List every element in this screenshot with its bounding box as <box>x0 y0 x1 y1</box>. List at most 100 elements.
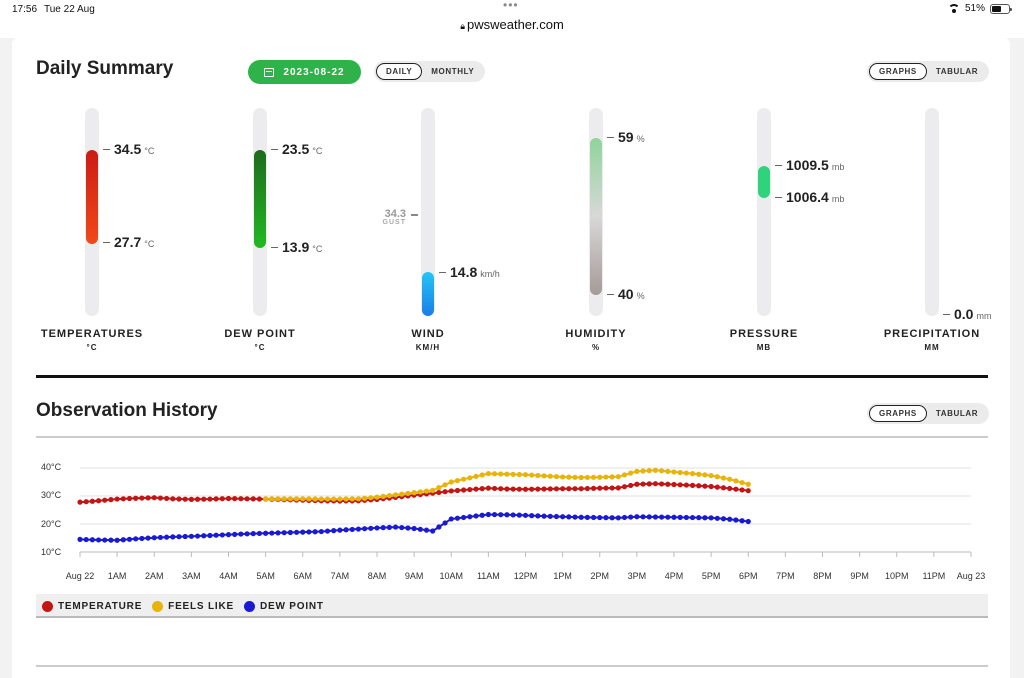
data-point[interactable] <box>733 486 739 492</box>
data-point[interactable] <box>621 514 628 521</box>
data-point[interactable] <box>560 474 566 480</box>
data-point[interactable] <box>590 485 597 491</box>
data-point[interactable] <box>139 535 145 542</box>
data-point[interactable] <box>498 512 504 518</box>
data-point[interactable] <box>318 528 324 535</box>
data-point[interactable] <box>597 485 603 491</box>
data-point[interactable] <box>689 482 696 488</box>
data-point[interactable] <box>529 472 535 478</box>
data-point[interactable] <box>634 514 640 520</box>
data-point[interactable] <box>362 495 368 501</box>
data-point[interactable] <box>584 474 590 481</box>
data-point[interactable] <box>300 496 306 502</box>
data-point[interactable] <box>102 497 108 503</box>
observation-chart[interactable] <box>12 458 1010 570</box>
data-point[interactable] <box>733 478 739 484</box>
data-point[interactable] <box>287 496 293 502</box>
data-point[interactable] <box>126 536 133 542</box>
data-point[interactable] <box>535 513 541 519</box>
data-point[interactable] <box>157 534 164 541</box>
data-point[interactable] <box>176 496 182 502</box>
data-point[interactable] <box>194 496 201 502</box>
date-picker-button[interactable]: 2023-08-22 <box>248 60 361 84</box>
data-point[interactable] <box>479 486 485 492</box>
data-point[interactable] <box>182 496 188 502</box>
data-point[interactable] <box>238 496 244 502</box>
data-point[interactable] <box>689 514 696 521</box>
data-point[interactable] <box>708 472 714 479</box>
data-point[interactable] <box>405 490 411 496</box>
data-point[interactable] <box>170 534 176 540</box>
data-point[interactable] <box>454 478 461 484</box>
tabular-option[interactable]: TABULAR <box>935 67 979 76</box>
data-point[interactable] <box>485 471 491 477</box>
data-point[interactable] <box>467 486 473 493</box>
data-point[interactable] <box>114 496 120 502</box>
data-point[interactable] <box>714 474 720 480</box>
data-point[interactable] <box>578 486 584 492</box>
data-point[interactable] <box>219 496 225 502</box>
data-point[interactable] <box>590 474 597 480</box>
data-point[interactable] <box>727 485 733 492</box>
data-point[interactable] <box>547 513 553 519</box>
data-point[interactable] <box>696 471 702 477</box>
data-point[interactable] <box>392 524 399 530</box>
data-point[interactable] <box>516 486 522 492</box>
data-point[interactable] <box>671 514 677 520</box>
data-point[interactable] <box>677 514 683 520</box>
data-point[interactable] <box>572 486 578 492</box>
data-point[interactable] <box>436 524 442 530</box>
data-point[interactable] <box>331 528 337 534</box>
data-point[interactable] <box>597 514 603 521</box>
data-point[interactable] <box>417 489 423 495</box>
data-point[interactable] <box>541 486 547 492</box>
data-point[interactable] <box>529 513 535 519</box>
data-point[interactable] <box>442 482 448 488</box>
data-point[interactable] <box>238 531 244 537</box>
data-point[interactable] <box>634 468 640 474</box>
data-point[interactable] <box>572 514 578 520</box>
data-point[interactable] <box>207 532 213 539</box>
data-point[interactable] <box>207 496 213 502</box>
data-point[interactable] <box>201 533 207 539</box>
data-point[interactable] <box>275 496 281 502</box>
data-point[interactable] <box>553 486 560 492</box>
data-point[interactable] <box>250 531 256 537</box>
data-point[interactable] <box>77 499 83 505</box>
data-point[interactable] <box>423 488 430 494</box>
data-point[interactable] <box>646 481 652 487</box>
data-point[interactable] <box>652 481 659 487</box>
data-point[interactable] <box>411 490 417 496</box>
data-point[interactable] <box>640 481 646 487</box>
data-point[interactable] <box>343 496 349 502</box>
data-point[interactable] <box>522 512 529 518</box>
data-point[interactable] <box>498 486 504 492</box>
data-point[interactable] <box>553 473 560 480</box>
data-point[interactable] <box>436 489 442 496</box>
data-point[interactable] <box>720 475 727 481</box>
data-point[interactable] <box>652 467 659 473</box>
data-point[interactable] <box>324 496 331 502</box>
data-point[interactable] <box>479 512 485 518</box>
data-point[interactable] <box>430 487 436 493</box>
history-tabular-option[interactable]: TABULAR <box>935 409 979 418</box>
data-point[interactable] <box>485 485 491 491</box>
legend-dew-point[interactable]: DEW POINT <box>243 600 324 612</box>
data-point[interactable] <box>108 497 114 503</box>
data-point[interactable] <box>312 496 318 502</box>
data-point[interactable] <box>720 516 727 522</box>
data-point[interactable] <box>485 511 491 518</box>
data-point[interactable] <box>467 514 473 520</box>
data-point[interactable] <box>578 474 584 481</box>
data-point[interactable] <box>702 472 708 478</box>
legend-temperature[interactable]: TEMPERATURE <box>42 600 142 612</box>
data-point[interactable] <box>256 496 263 502</box>
data-point[interactable] <box>522 486 529 492</box>
data-point[interactable] <box>473 473 479 479</box>
data-point[interactable] <box>566 514 572 520</box>
data-point[interactable] <box>659 481 665 487</box>
data-point[interactable] <box>454 515 461 521</box>
data-point[interactable] <box>510 512 516 518</box>
data-point[interactable] <box>516 471 522 478</box>
history-graphs-option[interactable]: GRAPHS <box>869 405 927 422</box>
